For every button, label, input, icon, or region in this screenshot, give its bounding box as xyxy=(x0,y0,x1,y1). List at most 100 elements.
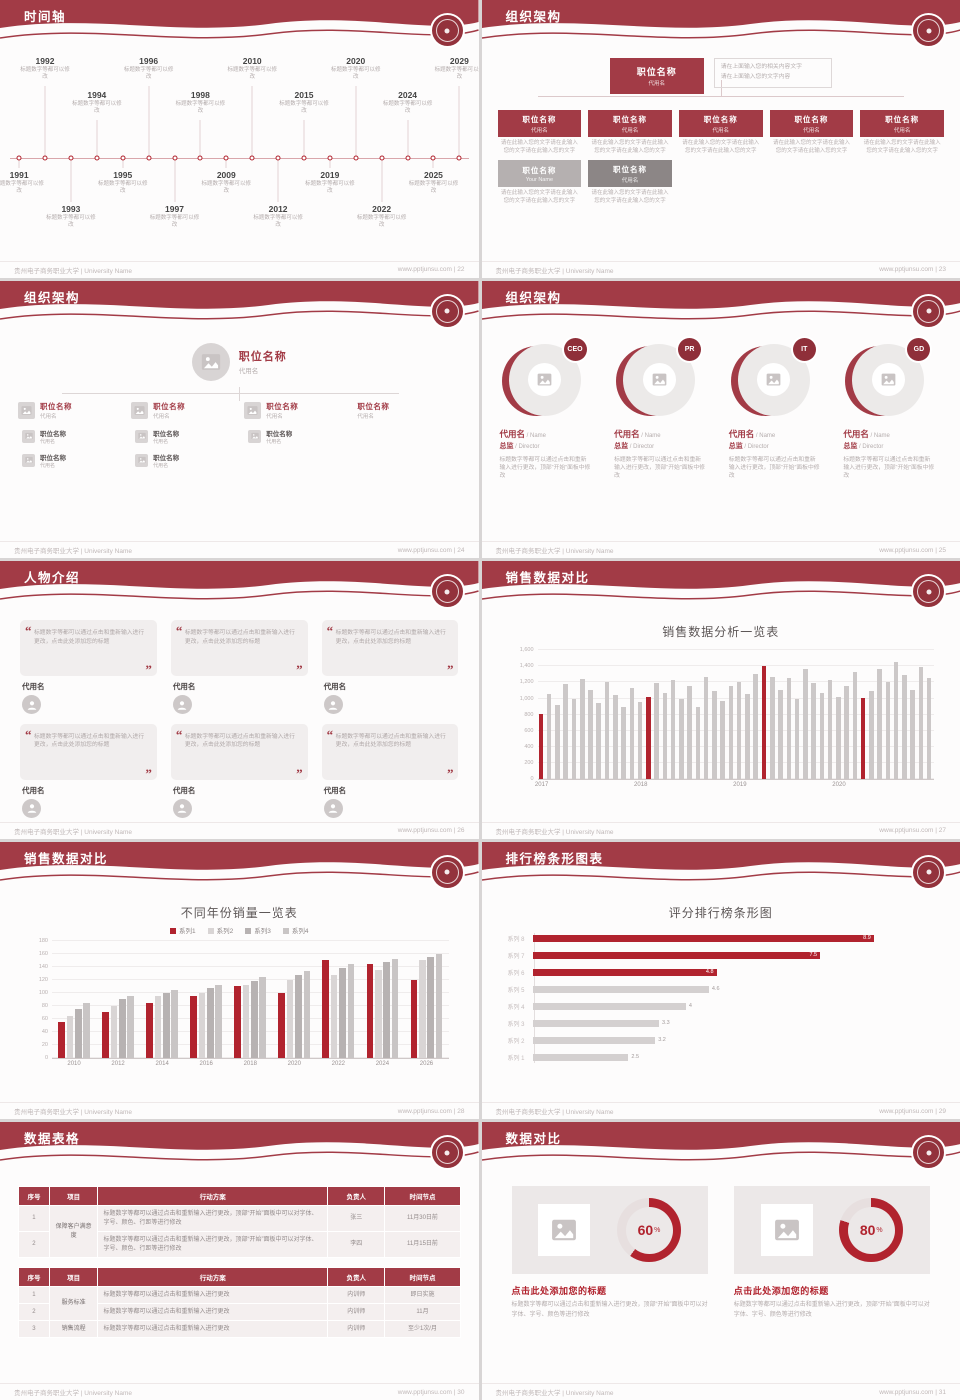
timeline-item: 1997 标题数字等都可以修改 xyxy=(149,204,200,229)
table-row: 3 销售流程 标题数字等都可以通过点击和重新输入进行更改 内训师 至少1次/月 xyxy=(18,1320,461,1339)
category-label: 系列 5 xyxy=(507,987,525,994)
org-position-box: 职位名称 代用名 xyxy=(678,110,763,137)
slide-26-people-intro[interactable]: 人物介绍 “标题数字等都可以通过点击和重新输入进行更改，点击此处添加您的标题” 代… xyxy=(0,561,479,839)
timeline-dot xyxy=(146,155,152,161)
ranking-row: 系列 1 2.5 xyxy=(507,1052,917,1063)
org-branch: 职位名称 代用名 xyxy=(357,401,390,420)
slide-29-ranking-chart[interactable]: 排行榜条形图表 评分排行榜条形图 系列 8 8.9 系列 7 7.5 系列 6 4.8 系列 … xyxy=(481,841,960,1120)
header-wave xyxy=(0,280,479,320)
table-header-cell: 负责人 xyxy=(327,1186,386,1207)
header-wave xyxy=(0,0,479,39)
tables-canvas: 序号 项目 行动方案 负责人 时间节点 1 保障客户满意度 标题数字等都可以通过点击和重新输入… xyxy=(0,1176,479,1383)
image-placeholder-icon xyxy=(24,456,33,464)
person-icon xyxy=(178,700,187,710)
org-chart-canvas: 职位名称 代用名 请在上面输入您的相关内容文字 请在上面输入您的文字内容职位名称 代用名… xyxy=(482,54,960,261)
profile-card: GD 代用名 / Name 总监 / Director 标题数字等都可以通过点击和重新… xyxy=(841,337,944,481)
timeline-dot xyxy=(172,155,177,161)
bar xyxy=(902,675,907,780)
timeline-dot xyxy=(249,155,255,161)
slide-28-grouped-chart[interactable]: 销售数据对比 不同年份销量一览表 系列1 系列2 系列3 系列4 0 20 40 60 80 100… xyxy=(0,841,479,1120)
x-tick-label: 2018 xyxy=(243,1060,257,1067)
bar xyxy=(419,960,426,1058)
bar xyxy=(215,985,223,1058)
timeline-year: 1998 xyxy=(190,90,210,100)
bar xyxy=(811,683,816,780)
quote-open-icon: “ xyxy=(326,623,334,639)
image-placeholder-icon xyxy=(652,373,666,386)
percent-value: 60 xyxy=(637,1222,654,1239)
chart-title: 销售数据分析一览表 xyxy=(662,625,780,640)
timeline-item: 1994 标题数字等都可以修改 xyxy=(72,90,122,115)
bar xyxy=(366,963,374,1058)
slide-30-data-tables[interactable]: 数据表格 序号 项目 行动方案 负责人 时间节点 1 保障客户满意度 标题数字等都可以通过点击… xyxy=(0,1122,479,1400)
quote-open-icon: “ xyxy=(175,623,183,639)
person-card: “标题数字等都可以通过点击和重新输入进行更改，点击此处添加您的标题” 代用名 xyxy=(321,620,459,716)
bar xyxy=(563,684,569,780)
slide-23-org-chart[interactable]: 组织架构 职位名称 代用名 请在上面输入您的相关内容文字 请在上面输入您的文字内容 职位… xyxy=(481,0,960,278)
quote-close-icon: ” xyxy=(446,662,454,678)
table-header-cell: 序号 xyxy=(18,1267,50,1288)
org-position-box: 职位名称 代用名 xyxy=(769,110,854,137)
x-tick-label: 2024 xyxy=(375,1060,390,1067)
y-tick-label: 180 xyxy=(38,937,48,944)
quote-card: “标题数字等都可以通过点击和重新输入进行更改，点击此处添加您的标题” xyxy=(20,620,157,677)
slide-27-sales-chart[interactable]: 销售数据对比 销售数据分析一览表 0 200 400 600 800 1,000 1,200 1… xyxy=(481,561,960,839)
avatar xyxy=(191,342,230,381)
bar xyxy=(259,977,267,1058)
timeline-item: 1991标题数字等都可以修改 xyxy=(0,170,44,195)
bar xyxy=(852,672,858,780)
org-position-box: 职位名称 代用名 xyxy=(588,110,672,137)
timeline-year: 1991 xyxy=(9,170,29,180)
timeline-dot xyxy=(456,155,462,161)
bar xyxy=(712,691,717,780)
table-row: 1 服务标准 标题数字等都可以通过点击和重新输入进行更改 内训师 即日实施 xyxy=(18,1286,461,1322)
ranking-row: 系列 2 3.2 xyxy=(507,1035,917,1046)
slide-24-org-tree[interactable]: 组织架构 职位名称 代用名 职位名称 代用名 职位名称 代用名 职位名称 代用名 职位名称 代用名… xyxy=(0,280,479,559)
quote-card: “标题数字等都可以通过点击和重新输入进行更改，点击此处添加您的标题” xyxy=(321,723,459,781)
y-tick-label: 40 xyxy=(41,1028,48,1035)
footer-university: 贵州电子商务职业大学 | University Name xyxy=(14,548,132,556)
ranking-row: 系列 3 3.3 xyxy=(507,1018,917,1029)
image-placeholder xyxy=(538,1204,591,1257)
avatar xyxy=(323,695,343,715)
bar xyxy=(819,692,825,780)
quote-open-icon: “ xyxy=(25,623,32,639)
quote-card: “标题数字等都可以通过点击和重新输入进行更改，点击此处添加您的标题” xyxy=(321,620,459,678)
x-tick-label: 2018 xyxy=(634,782,648,789)
slide-header: 数据表格 xyxy=(0,1122,479,1176)
org-note: 请在上面输入您的相关内容文字 请在上面输入您的文字内容 xyxy=(713,58,832,88)
person-card: “标题数字等都可以通过点击和重新输入进行更改，点击此处添加您的标题” 代用名 xyxy=(170,723,308,820)
role-badge: IT xyxy=(792,337,816,361)
bar: 4.8 xyxy=(532,968,717,976)
image-placeholder xyxy=(760,1204,813,1257)
bar xyxy=(769,676,775,780)
table-row: 1 保障客户满意度 标题数字等都可以通过点击和重新输入进行更改，顶部“开始”面板中可… xyxy=(18,1205,461,1259)
profile-card: PR 代用名 / Name 总监 / Director 标题数字等都可以通过点击和重新… xyxy=(612,337,715,481)
bar xyxy=(278,992,286,1058)
timeline-dot xyxy=(120,155,126,161)
value-label: 4.6 xyxy=(711,985,720,992)
slide-footer: 贵州电子商务职业大学 | University Name www.pptjuns… xyxy=(481,1383,960,1400)
compare-card: 60% xyxy=(511,1186,708,1275)
slide-31-data-compare[interactable]: 数据对比 60% 点击此处添加您的标题 标题数字等都可以通过点击和重新输入进行更改，… xyxy=(481,1122,960,1400)
profile-circles-canvas: CEO 代用名 / Name 总监 / Director 标题数字等都可以通过点击和重… xyxy=(482,335,960,542)
bar xyxy=(761,666,767,780)
bar xyxy=(339,968,346,1058)
timeline-axis xyxy=(10,158,469,159)
category-label: 系列 3 xyxy=(507,1021,525,1028)
avatar xyxy=(172,798,192,818)
slide-header: 时间轴 xyxy=(0,0,479,54)
org-position-box: 职位名称 Your Name xyxy=(497,160,582,188)
role-badge: PR xyxy=(678,337,702,361)
image-placeholder-icon xyxy=(251,432,259,440)
slide-25-org-circles[interactable]: 组织架构 CEO 代用名 / Name 总监 / Director 标题数字等都可以通… xyxy=(481,280,960,559)
org-branch: 职位名称 代用名 xyxy=(131,401,234,420)
timeline-year: 2020 xyxy=(346,56,366,66)
slide-footer: 贵州电子商务职业大学 | University Name www.pptjuns… xyxy=(481,1102,960,1120)
chart-title: 评分排行榜条形图 xyxy=(668,905,773,920)
category-label: 系列 2 xyxy=(507,1038,525,1045)
y-tick-label: 400 xyxy=(524,743,534,750)
